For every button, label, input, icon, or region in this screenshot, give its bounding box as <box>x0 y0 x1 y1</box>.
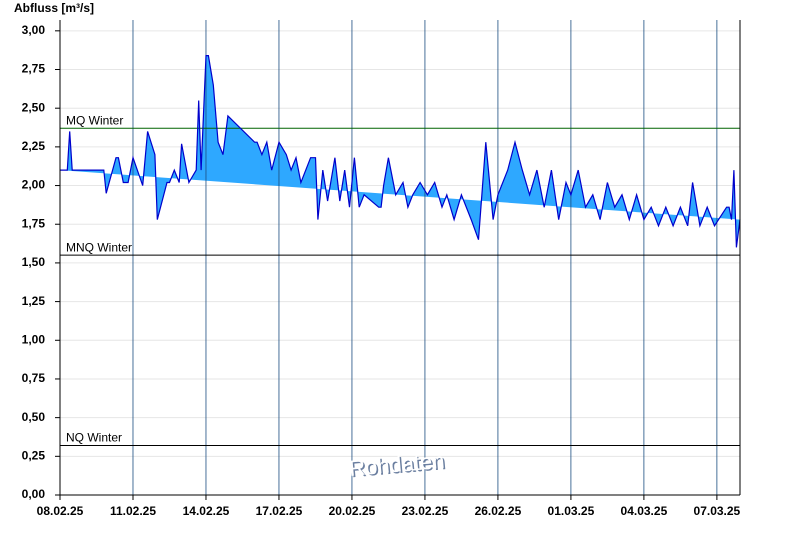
x-tick-label: 08.02.25 <box>37 504 84 518</box>
reference-label: NQ Winter <box>66 431 122 445</box>
x-tick-label: 17.02.25 <box>256 504 303 518</box>
y-tick-label: 3,00 <box>22 23 46 37</box>
y-tick-label: 0,25 <box>22 448 46 462</box>
x-tick-label: 14.02.25 <box>183 504 230 518</box>
y-tick-label: 2,25 <box>22 139 46 153</box>
x-tick-label: 07.03.25 <box>694 504 741 518</box>
y-tick-label: 0,50 <box>22 410 46 424</box>
reference-label: MNQ Winter <box>66 240 132 254</box>
line <box>60 55 741 248</box>
y-tick-label: 2,50 <box>22 100 46 114</box>
y-tick-label: 1,25 <box>22 294 46 308</box>
reference-label: MQ Winter <box>66 113 123 127</box>
y-tick-label: 0,00 <box>22 487 46 501</box>
x-tick-label: 04.03.25 <box>621 504 668 518</box>
x-tick-label: 26.02.25 <box>475 504 522 518</box>
x-tick-label: 23.02.25 <box>402 504 449 518</box>
x-tick-label: 20.02.25 <box>329 504 376 518</box>
y-tick-label: 1,50 <box>22 255 46 269</box>
y-tick-label: 2,00 <box>22 178 46 192</box>
x-tick-label: 11.02.25 <box>110 504 156 518</box>
y-tick-label: 2,75 <box>22 62 46 76</box>
y-tick-label: 1,00 <box>22 332 46 346</box>
x-tick-label: 01.03.25 <box>548 504 595 518</box>
annotation: Rohdaten <box>348 448 445 481</box>
y-tick-label: 0,75 <box>22 371 46 385</box>
area <box>60 55 740 248</box>
y-tick-label: 1,75 <box>22 216 46 230</box>
chart-title: Abfluss [m³/s] <box>14 1 94 15</box>
